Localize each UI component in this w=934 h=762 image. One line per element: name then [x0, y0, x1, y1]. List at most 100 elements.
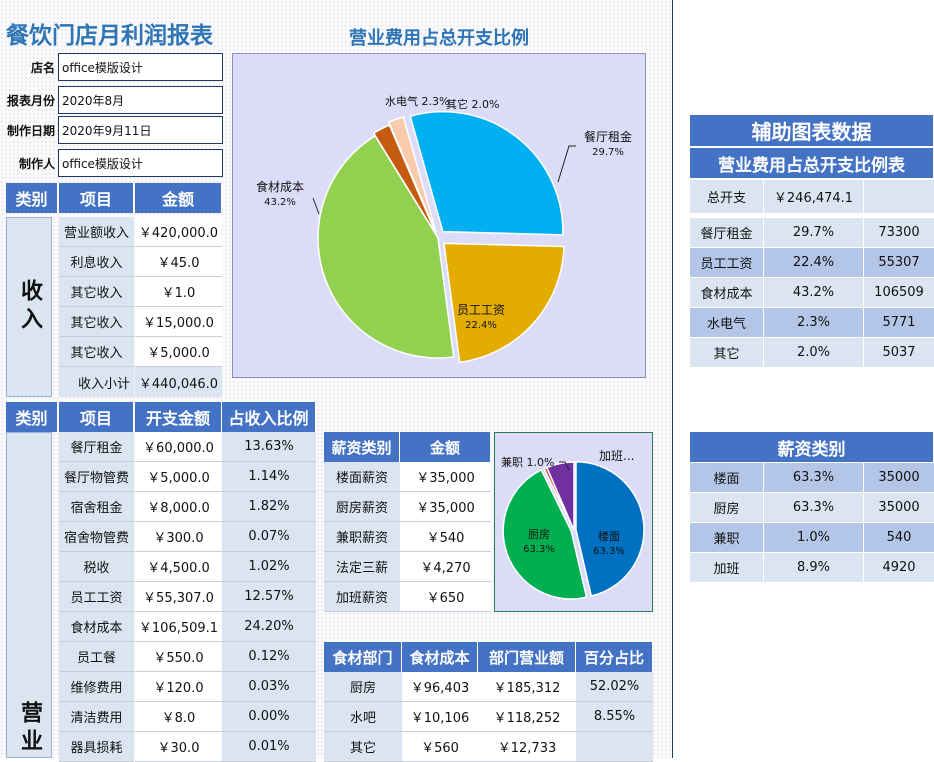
- expense-amount[interactable]: ￥55,307.0: [135, 582, 222, 612]
- expense-amount[interactable]: ￥4,500.0: [135, 552, 222, 582]
- expense-item: 员工工资: [59, 582, 134, 612]
- income-amount[interactable]: ￥1.0: [135, 277, 222, 307]
- salary-amount[interactable]: ￥35,000: [400, 462, 491, 492]
- income-item: 其它收入: [59, 277, 134, 307]
- salary-type: 法定三薪: [324, 552, 400, 582]
- food-revenue[interactable]: ￥12,733: [478, 732, 576, 762]
- expense-ratio: 1.02%: [222, 552, 316, 582]
- expense-ratio: 0.00%: [222, 702, 316, 732]
- aux-expense-value: 5037: [863, 338, 934, 368]
- salary-pie-value-label: 兼职 1.0%: [501, 456, 554, 469]
- info-label: 制作日期: [6, 123, 55, 138]
- expense-category: 营业: [6, 432, 52, 758]
- salary-amount[interactable]: ￥35,000: [400, 492, 491, 522]
- aux-expense-name: 水电气: [690, 308, 763, 338]
- aux-salary-pct: 63.3%: [763, 493, 863, 523]
- expense-ratio: 13.63%: [222, 432, 316, 462]
- expense-item: 维修费用: [59, 672, 134, 702]
- aux-salary-name: 兼职: [690, 523, 763, 553]
- aux-expense-pct: 43.2%: [763, 278, 863, 308]
- expense-item: 宿舍物管费: [59, 522, 134, 552]
- salary-amount[interactable]: ￥4,270: [400, 552, 491, 582]
- expense-ratio: 1.82%: [222, 492, 316, 522]
- aux-salary-value: 35000: [863, 493, 934, 523]
- aux-salary-name: 楼面: [690, 463, 763, 493]
- income-subtotal-label: 收入小计: [59, 367, 134, 397]
- expense-amount[interactable]: ￥60,000.0: [135, 432, 222, 462]
- expense-pie-slice[interactable]: [317, 134, 455, 359]
- food-pct: [576, 732, 653, 762]
- food-revenue[interactable]: ￥185,312: [478, 672, 576, 702]
- expense-amount[interactable]: ￥120.0: [135, 672, 222, 702]
- aux-salary-value: 4920: [863, 553, 934, 583]
- income-item: 利息收入: [59, 247, 134, 277]
- income-amount[interactable]: ￥420,000.0: [135, 217, 222, 247]
- info-value-field[interactable]: 2020年8月: [58, 86, 223, 114]
- food-dept: 其它: [324, 732, 402, 762]
- food-header-cell: 百分占比: [576, 642, 653, 672]
- aux-expense-pct: 29.7%: [763, 218, 863, 248]
- salary-pie-slice[interactable]: [575, 461, 645, 597]
- aux-salary-name: 加班: [690, 553, 763, 583]
- income-category: 收入: [6, 217, 52, 397]
- expense-pie-category-label: 餐厅租金: [584, 129, 632, 144]
- expense-pie-slice[interactable]: [443, 242, 565, 364]
- expense-pie-value-label: 水电气 2.3%: [385, 94, 449, 108]
- food-revenue[interactable]: ￥118,252: [478, 702, 576, 732]
- income-amount[interactable]: ￥5,000.0: [135, 337, 222, 367]
- salary-type: 厨房薪资: [324, 492, 400, 522]
- expense-amount[interactable]: ￥30.0: [135, 732, 222, 762]
- income-amount[interactable]: ￥45.0: [135, 247, 222, 277]
- aux-expense-title: 营业费用占总开支比例表: [690, 147, 934, 178]
- salary-pie-slice[interactable]: [545, 461, 575, 531]
- aux-expense-value: 55307: [863, 248, 934, 278]
- expense-item: 餐厅租金: [59, 432, 134, 462]
- expense-pie-slice[interactable]: [409, 110, 564, 236]
- expense-amount[interactable]: ￥300.0: [135, 522, 222, 552]
- income-amount[interactable]: ￥15,000.0: [135, 307, 222, 337]
- expense-pie-value-label: 29.7%: [592, 147, 624, 158]
- salary-header-cell: 薪资类别: [324, 432, 400, 462]
- expense-amount[interactable]: ￥106,509.1: [135, 612, 222, 642]
- aux-expense-name: 食材成本: [690, 278, 763, 308]
- info-label: 店名: [30, 60, 55, 75]
- expense-amount[interactable]: ￥8.0: [135, 702, 222, 732]
- salary-amount[interactable]: ￥540: [400, 522, 491, 552]
- salary-pie-category-label: 楼面: [598, 529, 620, 543]
- expense-pie-value-label: 22.4%: [465, 320, 497, 331]
- expense-header-cell: 开支金额: [135, 402, 222, 432]
- expense-item: 餐厅物管费: [59, 462, 134, 492]
- info-value-field[interactable]: 2020年9月11日: [58, 116, 223, 144]
- food-cost[interactable]: ￥10,106: [402, 702, 478, 732]
- expense-pie-value-label: 其它 2.0%: [446, 97, 499, 111]
- salary-amount[interactable]: ￥650: [400, 582, 491, 612]
- expense-amount[interactable]: ￥5,000.0: [135, 462, 222, 492]
- info-label: 制作人: [18, 156, 55, 171]
- aux-expense-value: 5771: [863, 308, 934, 338]
- salary-pie-value-label: 加班...: [599, 449, 634, 463]
- income-header-cell: 类别: [6, 183, 58, 213]
- salary-pie-slice[interactable]: [502, 468, 588, 600]
- food-cost[interactable]: ￥96,403: [402, 672, 478, 702]
- food-header-cell: 部门营业额: [478, 642, 576, 672]
- expense-pie-category-label: 食材成本: [256, 179, 304, 194]
- report-title: 餐饮门店月利润报表: [6, 23, 213, 49]
- salary-pie-category-label: 厨房: [528, 528, 550, 541]
- expense-item: 税收: [59, 552, 134, 582]
- expense-ratio: 0.03%: [222, 672, 316, 702]
- salary-header-cell: 金额: [400, 432, 491, 462]
- salary-pie-value-label: 63.3%: [593, 546, 625, 557]
- expense-pie-slice[interactable]: [387, 115, 437, 233]
- aux-expense-value: 73300: [863, 218, 934, 248]
- expense-amount[interactable]: ￥550.0: [135, 642, 222, 672]
- expense-header-cell: 项目: [59, 402, 134, 432]
- info-value-field[interactable]: office模版设计: [58, 53, 223, 81]
- expense-pie-chart[interactable]: 餐厅租金 29.7% 员工工资 22.4% 食材成本 43.2% 水电气 2.3% 其它 2.…: [232, 53, 646, 378]
- expense-amount[interactable]: ￥8,000.0: [135, 492, 222, 522]
- sheet-divider: [672, 0, 673, 758]
- aux-expense-pct: 2.3%: [763, 308, 863, 338]
- info-value-field[interactable]: office模版设计: [58, 149, 223, 177]
- salary-pie-chart[interactable]: 楼面 63.3% 厨房 63.3% 兼职 1.0% 加班...: [494, 432, 653, 612]
- food-dept: 水吧: [324, 702, 402, 732]
- expense-ratio: 1.14%: [222, 462, 316, 492]
